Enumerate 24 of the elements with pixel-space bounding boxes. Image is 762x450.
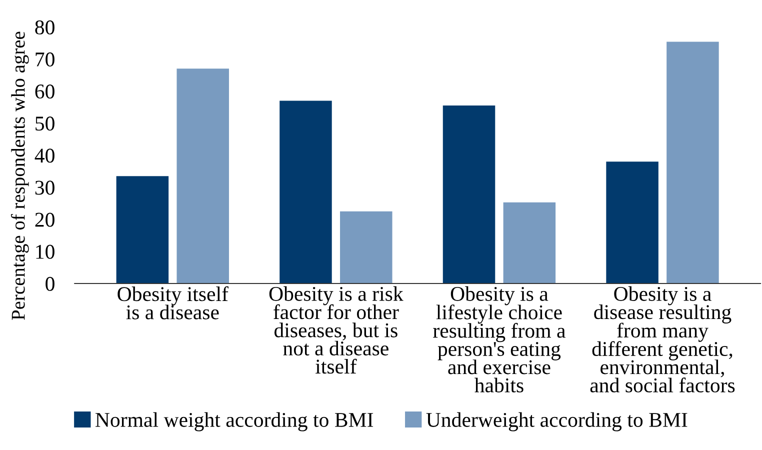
y-tick-label: 40 (34, 148, 54, 163)
y-tick-label: 60 (35, 84, 54, 99)
legend-label: Normal weight according to BMI (95, 412, 374, 432)
y-tick-label: 80 (35, 20, 54, 34)
bar (606, 162, 658, 284)
y-tick-label: 30 (35, 180, 54, 195)
y-tick-label: 0 (46, 276, 54, 291)
bar (116, 176, 169, 284)
y-tick-label: 50 (36, 116, 54, 131)
y-tick-label: 10 (36, 244, 54, 259)
bar (666, 42, 719, 284)
bar (442, 106, 496, 284)
bar (280, 100, 332, 284)
x-tick-label: Obesity is a lifestyle choice resulting from a person's eating and exercise habits (433, 286, 566, 392)
bar (176, 68, 229, 284)
bar (503, 202, 556, 284)
x-tick-label: Obesity is a risk factor for other diseases, but is not a disease itself (269, 286, 404, 374)
y-tick-label: 20 (35, 212, 54, 227)
x-tick-label: Obesity is a disease resulting from many different genetic, environmental, and social factors (590, 286, 735, 392)
bar (340, 211, 392, 284)
y-axis-title: Percentage of respondents who agree (10, 32, 29, 320)
legend-label: Underweight according to BMI (426, 412, 688, 432)
x-tick-label: Obesity itself is a disease (118, 286, 228, 320)
y-tick-label: 70 (36, 52, 54, 66)
